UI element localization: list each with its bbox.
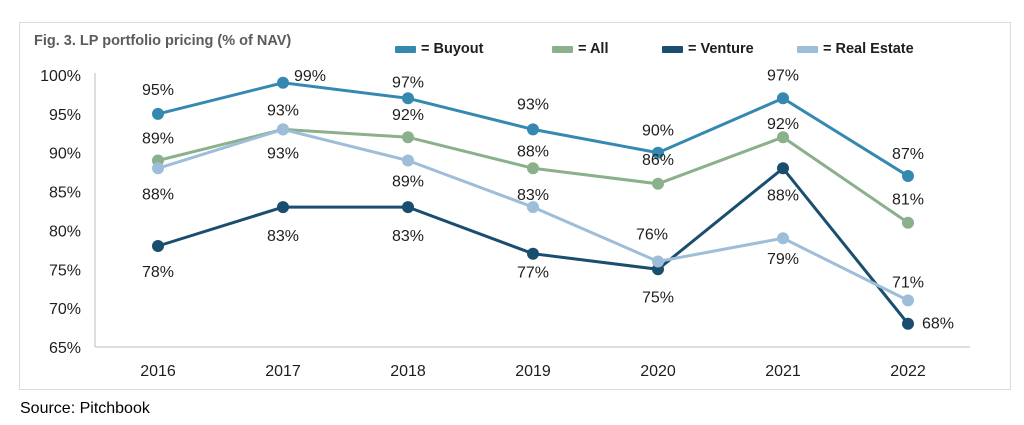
- data-label-buyout: 97%: [392, 74, 424, 91]
- data-point-all: [777, 131, 789, 144]
- x-tick-label: 2020: [640, 363, 676, 380]
- legend-item-real-estate: = Real Estate: [797, 41, 914, 57]
- data-point-venture: [402, 201, 414, 214]
- legend-item-venture: = Venture: [662, 41, 754, 57]
- data-label-all: 92%: [392, 107, 424, 124]
- data-point-all: [402, 131, 414, 144]
- legend-item-buyout: = Buyout: [395, 41, 483, 57]
- data-label-buyout: 95%: [142, 82, 174, 99]
- data-point-all: [902, 216, 914, 229]
- data-label-buyout: 87%: [892, 146, 924, 163]
- data-point-real-estate: [527, 201, 539, 214]
- data-label-real-estate: 93%: [267, 145, 299, 162]
- data-label-venture: 78%: [142, 264, 174, 281]
- y-tick-label: 75%: [49, 262, 81, 279]
- data-point-venture: [902, 317, 914, 330]
- data-label-venture: 68%: [922, 316, 954, 333]
- y-tick-label: 95%: [49, 107, 81, 124]
- data-label-real-estate: 88%: [142, 186, 174, 203]
- y-tick-label: 70%: [49, 301, 81, 318]
- data-label-real-estate: 76%: [636, 227, 668, 244]
- data-label-buyout: 97%: [767, 67, 799, 84]
- data-label-venture: 83%: [392, 228, 424, 245]
- y-tick-label: 65%: [49, 340, 81, 357]
- y-tick-label: 80%: [49, 223, 81, 240]
- data-point-buyout: [777, 92, 789, 105]
- legend-swatch-all: [552, 45, 573, 53]
- data-point-buyout: [402, 92, 414, 105]
- data-label-venture: 88%: [767, 187, 799, 204]
- data-point-venture: [152, 240, 164, 252]
- data-label-real-estate: 89%: [392, 174, 424, 191]
- legend-swatch-buyout: [395, 45, 416, 53]
- y-tick-label: 100%: [40, 68, 81, 85]
- data-point-real-estate: [152, 162, 164, 175]
- data-point-all: [652, 177, 664, 190]
- x-tick-label: 2021: [765, 363, 801, 380]
- data-point-real-estate: [402, 154, 414, 167]
- data-label-real-estate: 79%: [767, 251, 799, 268]
- legend-label-all: = All: [578, 41, 609, 57]
- y-tick-label: 90%: [49, 146, 81, 163]
- data-point-venture: [777, 162, 789, 175]
- data-label-real-estate: 83%: [517, 187, 549, 204]
- legend-label-real-estate: = Real Estate: [823, 41, 914, 57]
- data-label-real-estate: 71%: [892, 274, 924, 291]
- legend-label-buyout: = Buyout: [421, 41, 484, 57]
- data-label-venture: 75%: [642, 289, 674, 306]
- data-point-venture: [527, 247, 539, 260]
- x-tick-label: 2017: [265, 363, 301, 380]
- data-label-venture: 83%: [267, 228, 299, 245]
- data-label-all: 86%: [642, 152, 674, 169]
- data-label-venture: 77%: [517, 265, 549, 282]
- data-label-buyout: 90%: [642, 123, 674, 140]
- data-label-buyout: 93%: [517, 96, 549, 113]
- data-point-buyout: [902, 170, 914, 182]
- source-note: Source: Pitchbook: [20, 400, 150, 417]
- data-label-buyout: 99%: [294, 68, 326, 85]
- data-point-buyout: [277, 76, 289, 89]
- x-tick-label: 2018: [390, 363, 426, 380]
- data-label-all: 81%: [892, 192, 924, 209]
- data-point-real-estate: [777, 232, 789, 245]
- data-label-all: 89%: [142, 131, 174, 148]
- data-label-all: 93%: [267, 102, 299, 119]
- x-tick-label: 2019: [515, 363, 551, 380]
- data-point-real-estate: [652, 255, 664, 268]
- data-point-all: [527, 162, 539, 175]
- legend-item-all: = All: [552, 41, 609, 57]
- data-label-all: 88%: [517, 143, 549, 160]
- data-point-venture: [277, 201, 289, 214]
- x-tick-label: 2016: [140, 363, 176, 380]
- legend-label-venture: = Venture: [688, 41, 754, 57]
- data-point-real-estate: [902, 294, 914, 307]
- data-point-buyout: [527, 123, 539, 136]
- data-point-real-estate: [277, 123, 289, 136]
- legend-swatch-real-estate: [797, 45, 818, 53]
- data-point-buyout: [152, 107, 164, 120]
- y-tick-label: 85%: [49, 185, 81, 202]
- data-point-buyout: [652, 146, 664, 159]
- x-tick-label: 2022: [890, 363, 926, 380]
- chart-frame: [19, 22, 1011, 390]
- data-label-all: 92%: [767, 116, 799, 133]
- chart-title: Fig. 3. LP portfolio pricing (% of NAV): [34, 33, 292, 49]
- legend-swatch-venture: [662, 45, 683, 53]
